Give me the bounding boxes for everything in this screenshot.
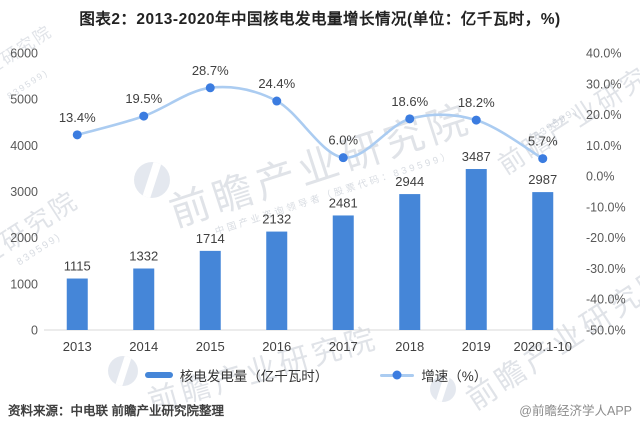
bar-2013[interactable]: [66, 278, 88, 330]
y-axis-right-tick-label: 30.0%: [586, 77, 621, 91]
bar-2014[interactable]: [133, 268, 155, 330]
y-axis-right-tick-label: -50.0%: [586, 324, 626, 338]
growth-value-label: 18.2%: [458, 95, 495, 110]
y-axis-left-tick-label: 6000: [10, 47, 38, 61]
bar-value-label: 2944: [395, 174, 424, 189]
bar-value-label: 1332: [129, 249, 158, 264]
legend-item-growth[interactable]: 增速（%）: [380, 365, 487, 385]
legend: 核电发电量（亿千瓦时） 增速（%）: [0, 365, 632, 385]
line-dot-icon: [392, 370, 402, 380]
bar-2020.1-10[interactable]: [532, 192, 554, 330]
app-credit: @前瞻经济学人APP: [519, 404, 632, 418]
y-axis-left-tick-label: 0: [31, 324, 38, 338]
y-axis-right-tick-label: -30.0%: [586, 262, 626, 276]
x-axis-label-2017: 2017: [329, 339, 358, 354]
y-axis-right-tick-label: -40.0%: [586, 293, 626, 307]
line-point-2017[interactable]: [338, 153, 348, 163]
x-axis-label-2013: 2013: [63, 339, 92, 354]
y-axis-right-tick-label: 20.0%: [586, 108, 621, 122]
y-axis-left-tick-label: 4000: [10, 139, 38, 153]
growth-line: [75, 85, 545, 160]
bar-2016[interactable]: [266, 231, 288, 330]
growth-value-label: 6.0%: [328, 133, 358, 148]
x-axis-label-2020.1-10: 2020.1-10: [513, 339, 572, 354]
y-axis-right-tick-label: -10.0%: [586, 200, 626, 214]
line-point-2016[interactable]: [272, 96, 282, 106]
combo-chart-plot: 6000 5000 4000 3000 2000 1000 0 40.0% 30.0% 20.0%…: [10, 47, 626, 355]
y-axis-right-tick-label: 10.0%: [586, 139, 621, 153]
chart-title: 图表2：2013-2020年中国核电发电量增长情况(单位：亿千瓦时，%): [79, 11, 561, 28]
x-axis-label-2015: 2015: [196, 339, 225, 354]
growth-value-label: 5.7%: [528, 134, 558, 149]
bar-series-swatch-icon: [144, 372, 173, 378]
bar-2019[interactable]: [465, 169, 487, 330]
line-series-swatch-icon: [380, 370, 415, 380]
footer: 资料来源：中电联 前瞻产业研究院整理 @前瞻经济学人APP: [8, 400, 632, 419]
bar-value-label: 2987: [528, 172, 557, 187]
legend-item-generation[interactable]: 核电发电量（亿千瓦时）: [144, 365, 329, 385]
y-axis-right-tick-label: 0.0%: [586, 170, 615, 184]
y-axis-left-tick-label: 3000: [10, 185, 38, 199]
line-point-2014[interactable]: [139, 111, 149, 121]
y-axis-left-tick-label: 1000: [10, 277, 38, 291]
x-axis-label-2014: 2014: [129, 339, 158, 354]
bar-2015[interactable]: [199, 250, 221, 330]
bar-value-label: 1714: [196, 231, 225, 246]
growth-value-label: 19.5%: [125, 91, 162, 106]
x-axis-label-2019: 2019: [462, 339, 491, 354]
y-axis-right-tick-label: -20.0%: [586, 231, 626, 245]
line-point-2013[interactable]: [72, 130, 82, 140]
x-axis-label-2016: 2016: [262, 339, 291, 354]
legend-label-growth: 增速（%）: [421, 369, 488, 384]
line-point-2018[interactable]: [405, 114, 415, 124]
bar-value-label: 3487: [462, 149, 491, 164]
source-note: 资料来源：中电联 前瞻产业研究院整理: [8, 404, 224, 418]
legend-label-generation: 核电发电量（亿千瓦时）: [179, 369, 329, 384]
line-point-2015[interactable]: [205, 83, 215, 93]
bar-value-label: 2132: [262, 212, 291, 227]
line-point-2019[interactable]: [471, 115, 481, 125]
bar-value-label: 2481: [329, 195, 358, 210]
bar-2017[interactable]: [332, 215, 354, 330]
growth-value-label: 24.4%: [258, 76, 295, 91]
growth-value-label: 13.4%: [59, 110, 96, 125]
growth-value-label: 18.6%: [391, 94, 428, 109]
y-axis-left-tick-label: 5000: [10, 93, 38, 107]
bar-2018[interactable]: [399, 194, 421, 330]
y-axis-left-tick-label: 2000: [10, 231, 38, 245]
x-axis-label-2018: 2018: [395, 339, 424, 354]
growth-value-label: 28.7%: [192, 63, 229, 78]
line-point-2020.1-10[interactable]: [538, 154, 548, 164]
y-axis-right-tick-label: 40.0%: [586, 47, 621, 61]
bar-value-label: 1115: [64, 259, 91, 274]
